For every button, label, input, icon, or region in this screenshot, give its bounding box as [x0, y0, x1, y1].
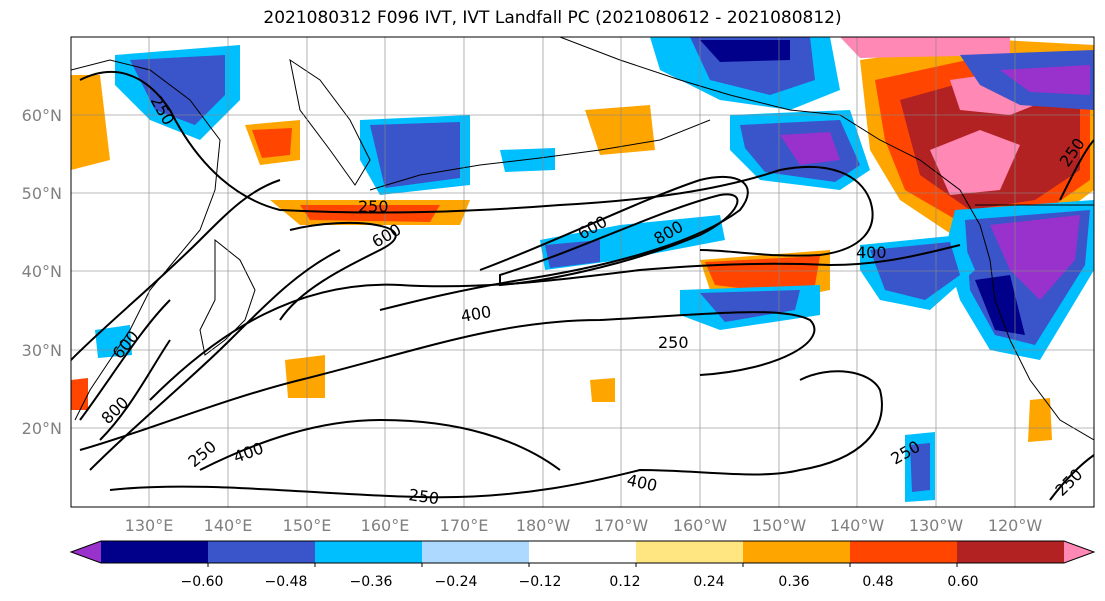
lon-label: 150°E: [283, 516, 332, 535]
lon-label: 170°E: [440, 516, 489, 535]
lon-label: 160°E: [361, 516, 410, 535]
shade-region: [285, 355, 325, 398]
colorbar-segment: [850, 541, 958, 563]
coastline-aleutians: [369, 119, 711, 191]
lat-label-30n: 30°N: [22, 341, 62, 360]
shade-region: [990, 215, 1080, 300]
contour-250-bottom: [109, 370, 883, 499]
colorbar-segment: [957, 541, 1065, 563]
lon-label: 130°E: [125, 516, 174, 535]
shade-region: [71, 75, 110, 170]
map-panel: 250 250 600 600 800 400 400 250 600 800 …: [70, 36, 1095, 508]
lon-label: 160°W: [673, 516, 728, 535]
contour-250-se: [1049, 454, 1094, 501]
coastline-asia: [71, 59, 221, 421]
lon-label: 120°W: [988, 516, 1043, 535]
shade-region: [780, 132, 840, 165]
contour-label: 250: [407, 485, 440, 508]
lon-label: 180°W: [516, 516, 571, 535]
colorbar-extend-max: [1064, 541, 1094, 563]
shade-region: [910, 443, 930, 492]
shade-region: [1000, 65, 1090, 95]
map-title: 2021080312 F096 IVT, IVT Landfall PC (20…: [263, 8, 842, 28]
contour-400-south: [199, 418, 561, 471]
contour-600-west: [79, 299, 171, 421]
shade-region: [700, 40, 790, 62]
lon-label: 130°W: [909, 516, 964, 535]
map-frame: [70, 36, 1095, 508]
colorbar-tick-labels: −0.60 −0.48 −0.36 −0.24 −0.12 0.12 0.24 …: [181, 574, 979, 590]
contour-250-south: [79, 311, 816, 451]
shade-region: [370, 122, 460, 188]
contour-250-north: [79, 70, 874, 257]
colorbar-extend-min: [71, 541, 101, 563]
lon-label: 170°W: [594, 516, 649, 535]
shade-region: [500, 148, 555, 172]
coastline-japan: [199, 238, 256, 356]
contour-250-ne: [1059, 139, 1094, 201]
colorbar-segment: [422, 541, 530, 563]
colorbar-tick-label: −0.24: [435, 574, 478, 590]
colorbar-segment: [529, 541, 637, 563]
lat-label-20n: 20°N: [22, 419, 62, 438]
colorbar-tick-label: −0.60: [181, 574, 224, 590]
lat-labels: 20°N 30°N 40°N 50°N 60°N: [22, 106, 62, 438]
colorbar-outline: [69, 540, 1096, 564]
colorbar: [69, 540, 1096, 567]
contour-600-east: [379, 175, 749, 311]
colorbar-tick-label: −0.12: [519, 574, 562, 590]
shade-region: [545, 240, 600, 268]
shade-region: [71, 378, 88, 410]
shade-region: [975, 275, 1025, 335]
contour-label: 400: [856, 243, 887, 262]
contour-label: 250: [358, 197, 389, 216]
colorbar-segment: [101, 541, 209, 563]
colorbar-tick-label: 0.24: [693, 574, 724, 590]
coastline-alaska: [559, 37, 1094, 441]
lon-label: 140°W: [830, 516, 885, 535]
shade-region: [930, 130, 1020, 195]
lat-label-40n: 40°N: [22, 262, 62, 281]
contour-600: [279, 221, 397, 321]
contour-800-west: [99, 339, 171, 441]
colorbar-tick-label: −0.48: [265, 574, 308, 590]
colorbar-segment: [315, 541, 423, 563]
shade-region: [840, 37, 1010, 58]
lat-label-60n: 60°N: [22, 106, 62, 125]
contour-400: [149, 244, 961, 401]
colorbar-tick-label: 0.36: [778, 574, 809, 590]
ivt-contours: [71, 70, 1094, 501]
shade-region: [1028, 398, 1052, 442]
shade-region: [252, 128, 292, 158]
colorbar-tick-label: −0.36: [350, 574, 393, 590]
coastline-kamchatka: [289, 58, 371, 186]
shade-region: [590, 378, 615, 402]
colorbar-segment: [636, 541, 744, 563]
contour-400-west: [89, 249, 341, 471]
contour-250-west: [71, 179, 281, 361]
lon-label: 140°E: [204, 516, 253, 535]
lon-label: 150°W: [752, 516, 807, 535]
colorbar-tick-label: 0.60: [947, 574, 978, 590]
lon-labels: 130°E 140°E 150°E 160°E 170°E 180°W 170°…: [125, 516, 1043, 535]
lat-label-50n: 50°N: [22, 184, 62, 203]
coastlines: [71, 37, 1094, 441]
colorbar-tick-label: 0.12: [609, 574, 640, 590]
shade-region: [300, 205, 440, 222]
colorbar-segment: [208, 541, 316, 563]
shade-region: [585, 105, 655, 155]
contour-label: 250: [658, 333, 689, 352]
shade-region: [700, 290, 800, 322]
colorbar-tick-label: 0.48: [862, 574, 893, 590]
colorbar-segment: [743, 541, 851, 563]
contour-800: [499, 193, 739, 287]
